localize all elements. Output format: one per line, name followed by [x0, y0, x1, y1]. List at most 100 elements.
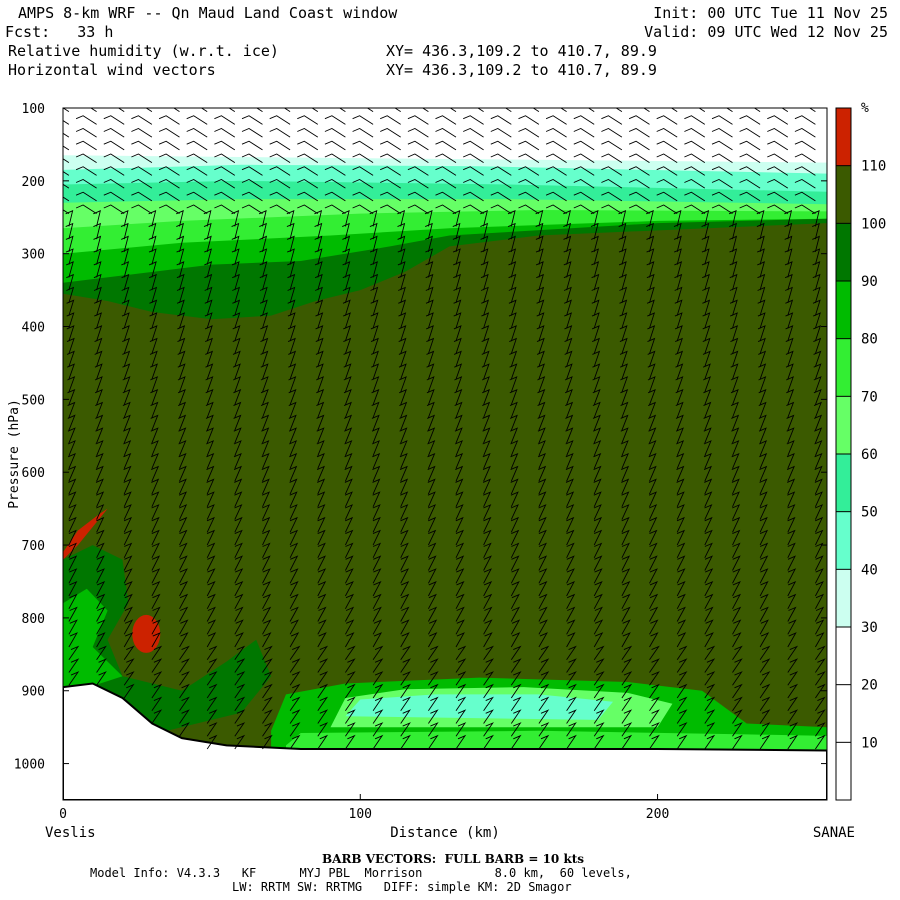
wind-barb [407, 191, 429, 202]
wind-barb [372, 555, 382, 571]
wind-barb [103, 191, 125, 202]
wind-barb [206, 645, 218, 661]
wind-barb [151, 504, 160, 520]
wind-barb [151, 593, 161, 610]
wind-barb [785, 350, 794, 367]
wind-barb [214, 140, 236, 151]
wind-barb [103, 127, 125, 138]
wind-barb [507, 210, 516, 227]
wind-barb [566, 709, 577, 724]
wind-barb [176, 273, 185, 291]
wind-barb [121, 312, 130, 329]
wind-barb [399, 414, 408, 431]
wind-barb [338, 108, 346, 112]
wind-barb [536, 337, 545, 354]
wind-barb [398, 312, 407, 329]
wind-barb [563, 210, 571, 227]
wind-barb [481, 363, 490, 380]
wind-barb [565, 465, 574, 482]
wind-barb [518, 204, 540, 214]
wind-barb [123, 516, 133, 533]
wind-barb [757, 261, 765, 278]
wind-barb [759, 709, 771, 724]
wind-barb [621, 593, 631, 610]
wind-barb [538, 658, 550, 673]
wind-barb [490, 191, 512, 202]
wind-barb [483, 709, 494, 724]
wind-barb [96, 529, 105, 546]
wind-barb [150, 376, 159, 393]
wind-barb [536, 286, 545, 304]
wind-barb [214, 153, 236, 163]
wind-barb [702, 350, 711, 367]
wind-barb [566, 658, 577, 673]
wind-barb [648, 427, 657, 444]
wind-barb [784, 222, 793, 240]
wind-barb [454, 401, 463, 418]
wind-barb [398, 350, 407, 367]
wind-barb [398, 286, 406, 304]
wind-barb [234, 542, 243, 559]
wind-barb [131, 115, 153, 125]
wind-barb [94, 363, 103, 380]
wind-barb [656, 204, 678, 214]
wind-barb [289, 606, 299, 622]
wind-barb [621, 465, 630, 482]
wind-barb [757, 273, 766, 291]
wind-barb [593, 491, 602, 507]
wind-barb [483, 568, 492, 584]
wind-barb [813, 363, 822, 380]
wind-barb [96, 491, 105, 507]
wind-barb [427, 491, 436, 507]
wind-barb [794, 204, 816, 214]
wind-barb [452, 210, 461, 227]
wind-barb [593, 658, 605, 673]
wind-barb [427, 465, 436, 482]
wind-barb [815, 593, 825, 610]
wind-barb [287, 337, 296, 354]
wind-barb [730, 350, 739, 367]
x-axis-label: Distance (km) [390, 825, 500, 841]
wind-barb [455, 452, 464, 469]
wind-barb [730, 401, 739, 418]
wind-barb [241, 178, 263, 189]
wind-barb [315, 363, 324, 380]
wind-barb [435, 153, 457, 163]
wind-barb [179, 671, 190, 686]
wind-barb [463, 115, 484, 125]
wind-barb [563, 222, 572, 240]
wind-barb [372, 491, 381, 507]
wind-barb [593, 504, 602, 520]
wind-barb [621, 606, 631, 622]
wind-barb [601, 191, 623, 202]
wind-barb [482, 440, 491, 456]
wind-barb [593, 696, 605, 712]
y-tick-label: 700 [22, 539, 45, 554]
wind-barb [674, 312, 683, 329]
wind-barb [510, 529, 520, 546]
wind-barb [425, 248, 434, 265]
wind-barb [538, 465, 547, 482]
wind-barb [483, 619, 493, 635]
wind-barb [206, 683, 218, 699]
wind-barb [593, 516, 603, 533]
colorbar-label: 30 [861, 620, 878, 636]
wind-barb [289, 683, 301, 699]
wind-barb [407, 127, 429, 138]
wind-barb [289, 734, 301, 750]
wind-barb [269, 178, 291, 189]
wind-barb [646, 248, 655, 265]
wind-barb [151, 709, 163, 724]
wind-barb [121, 299, 130, 316]
wind-barb [507, 222, 516, 240]
wind-barb [812, 273, 821, 291]
wind-barb [179, 696, 190, 712]
wind-barb [538, 645, 550, 661]
wind-barb [426, 325, 434, 342]
wind-barb [234, 555, 243, 571]
wind-barb [646, 286, 655, 304]
wind-barb [343, 312, 351, 329]
wind-barb [649, 619, 659, 635]
wind-barb [371, 440, 380, 456]
wind-barb [787, 542, 796, 558]
